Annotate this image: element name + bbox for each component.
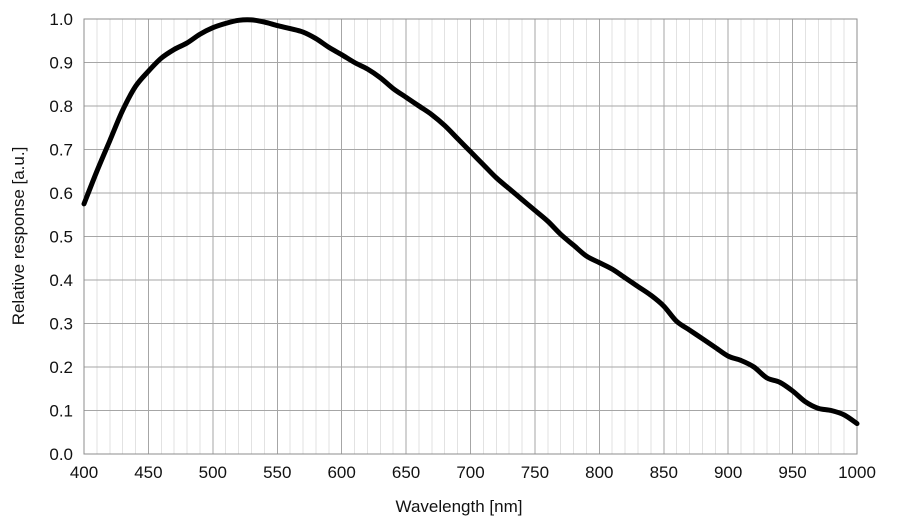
y-tick-label: 0.4	[49, 271, 73, 290]
y-tick-label: 0.3	[49, 315, 73, 334]
y-tick-label: 0.8	[49, 97, 73, 116]
x-tick-label: 450	[134, 463, 162, 482]
y-tick-label: 0.9	[49, 54, 73, 73]
x-tick-label: 1000	[838, 463, 876, 482]
y-tick-label: 0.5	[49, 228, 73, 247]
x-tick-label: 700	[456, 463, 484, 482]
y-tick-label: 1.0	[49, 10, 73, 29]
y-tick-label: 0.0	[49, 445, 73, 464]
response-curve	[81, 17, 860, 427]
x-tick-label: 850	[650, 463, 678, 482]
x-tick-labels: 400 450 500 550 600 650 700 750 800 850 900 950 1000	[70, 463, 876, 482]
x-tick-label: 650	[392, 463, 420, 482]
x-axis-title: Wavelength [nm]	[396, 497, 523, 516]
x-tick-label: 400	[70, 463, 98, 482]
major-grid	[84, 19, 857, 454]
y-tick-labels: 0.0 0.1 0.2 0.3 0.4 0.5 0.6 0.7 0.8 0.9 1.0	[49, 10, 73, 464]
y-tick-label: 0.2	[49, 358, 73, 377]
x-tick-label: 750	[521, 463, 549, 482]
y-tick-label: 0.7	[49, 141, 73, 160]
plot-border	[83, 18, 858, 455]
y-axis-title: Relative response [a.u.]	[9, 147, 28, 326]
x-tick-label: 550	[263, 463, 291, 482]
y-tick-label: 0.1	[49, 402, 73, 421]
x-tick-label: 500	[199, 463, 227, 482]
x-tick-label: 600	[327, 463, 355, 482]
y-tick-label: 0.6	[49, 184, 73, 203]
x-tick-label: 800	[585, 463, 613, 482]
x-tick-label: 950	[778, 463, 806, 482]
x-tick-label: 900	[714, 463, 742, 482]
